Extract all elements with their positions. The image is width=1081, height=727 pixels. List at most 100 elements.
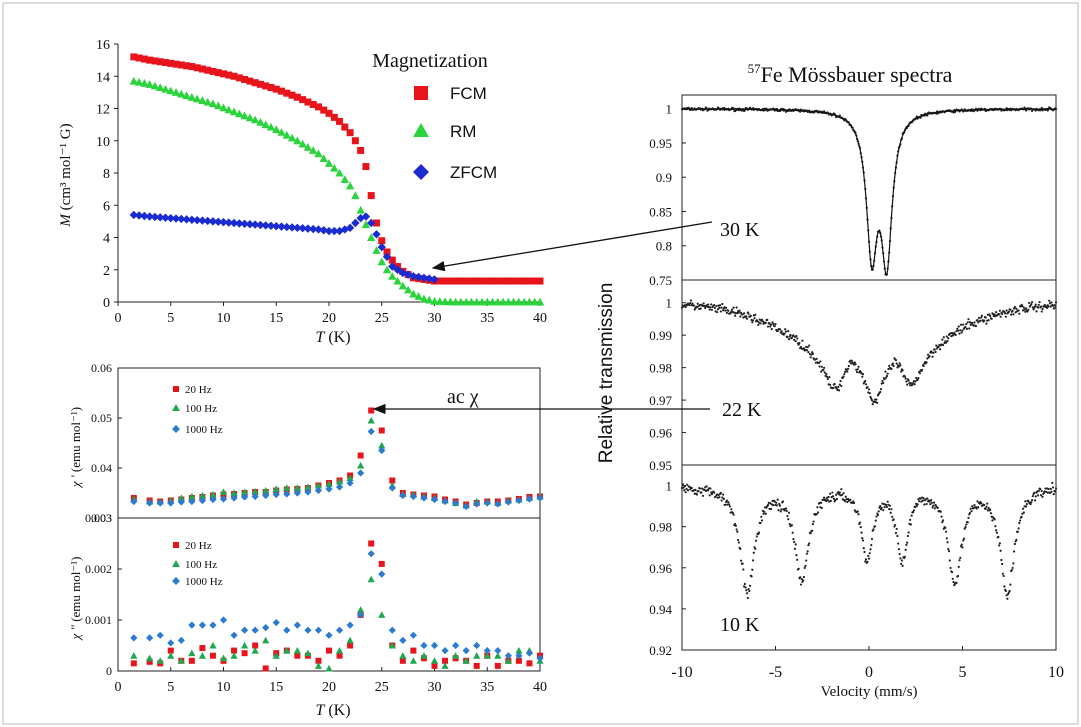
chi-double-prime-point-100hz [130, 652, 138, 659]
mag-y-tick-label: 6 [103, 199, 110, 214]
moss-data-point [905, 380, 908, 383]
mag-point-zfcm [240, 219, 249, 228]
chi-double-prime-point-1000hz [293, 621, 301, 629]
mag-point-zfcm [293, 223, 302, 233]
moss-data-point [754, 539, 758, 542]
moss-data-point [1013, 542, 1016, 546]
moss-data-point [864, 558, 868, 561]
chi-double-prime-point-100hz [262, 636, 270, 644]
mag-point-rm [224, 105, 233, 114]
legend-100hz-label: 100 Hz [185, 403, 217, 415]
moss-data-point [847, 364, 850, 368]
moss-data-point [802, 347, 806, 350]
mag-point-rm [303, 143, 313, 151]
moss-data-point [1033, 499, 1037, 502]
moss-data-point [882, 508, 885, 512]
mag-point-fcm [214, 69, 222, 77]
moss-data-point [846, 367, 850, 370]
moss-data-point [804, 564, 807, 567]
moss-data-point [762, 512, 765, 515]
moss-data-point [820, 506, 823, 510]
legend-rm-marker [413, 123, 429, 137]
moss-data-point [773, 325, 776, 328]
moss-data-point [753, 317, 756, 320]
moss-data-point [861, 373, 865, 376]
moss-data-point [1029, 502, 1032, 506]
moss-data-point [857, 365, 860, 368]
chi-double-prime-point-1000hz [209, 621, 217, 629]
mag-point-fcm [510, 277, 518, 285]
moss-data-point [735, 528, 738, 531]
moss-data-point [1036, 494, 1040, 497]
moss-data-point [883, 506, 886, 509]
moss-data-point [764, 321, 767, 324]
moss-data-point [948, 559, 951, 562]
moss-data-point [1018, 312, 1021, 315]
moss-data-point [825, 372, 828, 376]
moss-data-point [779, 510, 782, 513]
moss-data-point [1047, 305, 1050, 308]
mag-point-fcm [241, 75, 249, 83]
chi-prime-point-100hz [335, 477, 344, 485]
moss-data-point [823, 496, 826, 499]
moss-data-point [935, 344, 938, 347]
chi-double-prime-point-1000hz [272, 618, 280, 627]
moss-data-point [705, 485, 708, 488]
moss-data-point [1011, 309, 1014, 312]
mag-x-tick-label: 15 [269, 311, 283, 326]
moss-data-point [815, 357, 818, 361]
chi-double-prime-point-100hz [156, 657, 164, 664]
moss-data-point [936, 506, 939, 509]
mag-point-rm [330, 163, 339, 172]
chi-prime-y-tick-label: 0.03 [91, 511, 112, 525]
mag-point-fcm [462, 277, 470, 285]
chi-prime-point-100hz [314, 481, 323, 489]
moss-data-point [731, 308, 734, 311]
mag-point-fcm [531, 277, 539, 285]
moss-data-point [932, 501, 936, 504]
moss-data-point [956, 327, 959, 330]
mossbauer-title: 57Fe Mössbauer spectra [748, 61, 953, 87]
moss-data-point [864, 379, 867, 383]
chi-double-prime-point-1000hz [335, 626, 344, 634]
mag-point-rm [161, 84, 170, 93]
mag-point-rm [166, 86, 175, 95]
chi-double-prime-point-20hz [399, 657, 406, 664]
moss-data-point [912, 510, 915, 514]
mag-point-rm [435, 297, 444, 305]
moss-data-point [868, 392, 871, 395]
chi-double-prime-point-100hz [462, 657, 470, 664]
chi-prime-point-1000hz [283, 490, 291, 498]
moss-data-point [792, 334, 795, 337]
chi-prime-point-100hz [346, 474, 354, 481]
chi-double-prime-point-100hz [241, 641, 249, 649]
moss-y-tick-label: 1 [666, 102, 673, 117]
moss-data-point [840, 493, 844, 496]
moss-data-point [829, 383, 832, 386]
mag-point-fcm [536, 277, 544, 285]
chi-double-prime-point-20hz [188, 657, 195, 664]
moss-data-point [867, 557, 871, 560]
moss-data-point [959, 323, 963, 326]
moss-data-point [811, 522, 815, 526]
chi-double-prime-point-100hz [388, 641, 396, 649]
mag-point-fcm [515, 277, 523, 285]
mag-point-rm [319, 154, 328, 162]
mag-point-zfcm [345, 223, 355, 233]
moss-y-tick-label: 0.96 [649, 561, 672, 576]
chi-double-prime-x-tick-label: 20 [322, 680, 336, 695]
ac-x-label-unit: (K) [324, 702, 350, 719]
moss-data-point [1052, 493, 1055, 496]
mag-point-fcm [283, 89, 291, 97]
mag-point-zfcm [177, 214, 186, 224]
mag-point-rm [398, 281, 408, 290]
moss-data-point [697, 490, 700, 493]
moss-data-point [989, 508, 992, 511]
moss-data-point [969, 323, 972, 326]
chi-prime-y-label-symbol: χ ' [68, 475, 83, 489]
chi-double-prime-x-tick-label: 10 [217, 680, 231, 695]
moss-data-point [1020, 515, 1023, 518]
chi-double-prime-point-1000hz [262, 624, 270, 632]
mag-point-fcm [156, 58, 164, 66]
moss-data-point [983, 319, 986, 322]
